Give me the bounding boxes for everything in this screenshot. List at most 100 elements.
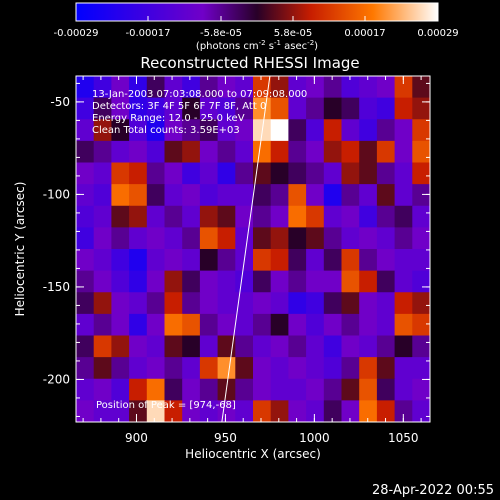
heatmap-cell — [323, 400, 343, 422]
heatmap-cell — [270, 400, 289, 422]
heatmap-cell — [93, 249, 112, 272]
colorbar-ticks — [75, 16, 439, 21]
heatmap-cell — [270, 249, 289, 272]
heatmap-cell — [412, 378, 430, 401]
colorbar — [75, 2, 439, 22]
heatmap-cell — [376, 400, 396, 422]
heatmap-cell — [164, 76, 183, 99]
heatmap-cell — [199, 378, 219, 401]
colorbar-units: (photons cm-2 s-1 asec-2) — [196, 39, 318, 52]
heatmap-cell — [164, 184, 183, 207]
heatmap-cell — [306, 292, 325, 315]
heatmap-cell — [93, 400, 112, 422]
heatmap-cell — [323, 378, 343, 401]
heatmap-cell — [359, 335, 378, 358]
heatmap-cell — [93, 313, 112, 337]
heatmap-cell — [93, 205, 112, 228]
heatmap-cell — [146, 205, 166, 228]
heatmap-cell — [394, 227, 413, 250]
heatmap-cell — [146, 227, 166, 250]
heatmap-cell — [376, 140, 396, 164]
heatmap-cell — [164, 205, 183, 228]
heatmap-cell — [412, 76, 430, 99]
heatmap-cell — [111, 227, 130, 250]
x-axis-ticks — [82, 76, 422, 422]
heatmap-cell — [394, 270, 413, 293]
colorbar-tick-label: -5.8e-05 — [200, 28, 242, 39]
heatmap-cell — [306, 378, 325, 401]
heatmap-cell — [199, 184, 219, 207]
heatmap-cell — [253, 313, 272, 337]
heatmap-cell — [253, 140, 272, 164]
heatmap-cell — [164, 249, 183, 272]
heatmap-cell — [93, 357, 112, 380]
heatmap-image — [76, 76, 430, 422]
heatmap-cell — [394, 357, 413, 380]
heatmap-cell — [111, 357, 130, 380]
heatmap-cell — [164, 162, 183, 185]
heatmap-cell — [217, 357, 236, 380]
heatmap-cell — [359, 76, 378, 99]
heatmap-cell — [146, 270, 166, 293]
x-tick-label: 1050 — [388, 431, 419, 445]
heatmap-cell — [182, 357, 201, 380]
plot-title: Reconstructed RHESSI Image — [140, 54, 359, 72]
heatmap-cell — [182, 97, 201, 120]
heatmap-cell — [199, 357, 219, 380]
heatmap-cell — [129, 119, 148, 142]
heatmap-cell — [182, 227, 201, 250]
heatmap-cell — [111, 335, 130, 358]
heatmap-cell — [359, 292, 378, 315]
heatmap-cell — [412, 97, 430, 120]
colorbar-tick-label: 0.00017 — [344, 28, 385, 39]
heatmap-cell — [341, 76, 360, 99]
heatmap-cell — [76, 162, 95, 185]
heatmap-cell — [376, 205, 396, 228]
heatmap-cell — [199, 400, 219, 422]
heatmap-cell — [323, 292, 343, 315]
heatmap-cell — [146, 119, 166, 142]
heatmap-cell — [323, 335, 343, 358]
heatmap-cell — [111, 119, 130, 142]
heatmap-cell — [235, 378, 254, 401]
heatmap-cell — [182, 76, 201, 99]
heatmap-cell — [76, 119, 95, 142]
heatmap-cell — [288, 313, 307, 337]
heatmap-cell — [217, 140, 236, 164]
heatmap-cell — [217, 76, 236, 99]
heatmap-cell — [270, 313, 289, 337]
heatmap-cell — [323, 270, 343, 293]
heatmap-cell — [288, 119, 307, 142]
heatmap-cell — [129, 249, 148, 272]
heatmap-cell — [93, 140, 112, 164]
heatmap-cell — [270, 162, 289, 185]
heatmap-cell — [164, 292, 183, 315]
heatmap-cell — [235, 140, 254, 164]
x-axis-label: Heliocentric X (arcsec) — [185, 447, 321, 461]
annotation-line: Clean Total counts: 3.59E+03 — [92, 125, 240, 136]
heatmap-cell — [306, 270, 325, 293]
heatmap-cell — [341, 97, 360, 120]
heatmap-cell — [253, 227, 272, 250]
heatmap-cell — [376, 249, 396, 272]
heatmap-cell — [323, 162, 343, 185]
heatmap-cell — [288, 249, 307, 272]
heatmap-cell — [199, 249, 219, 272]
heatmap-cell — [146, 184, 166, 207]
heatmap-cell — [341, 335, 360, 358]
heatmap-cell — [93, 270, 112, 293]
heatmap-cell — [164, 400, 183, 422]
heatmap-cell — [376, 335, 396, 358]
plot-frame — [75, 75, 431, 423]
colorbar-tick-label: 0.00029 — [417, 28, 458, 39]
heatmap-cell — [129, 205, 148, 228]
heatmap-cell — [111, 184, 130, 207]
heatmap-cell — [253, 335, 272, 358]
heatmap-cell — [412, 184, 430, 207]
heatmap-cell — [76, 205, 95, 228]
heatmap-cell — [76, 378, 95, 401]
heatmap-cell — [323, 313, 343, 337]
heatmap-cell — [111, 162, 130, 185]
heatmap-cell — [359, 119, 378, 142]
heatmap-cell — [253, 292, 272, 315]
